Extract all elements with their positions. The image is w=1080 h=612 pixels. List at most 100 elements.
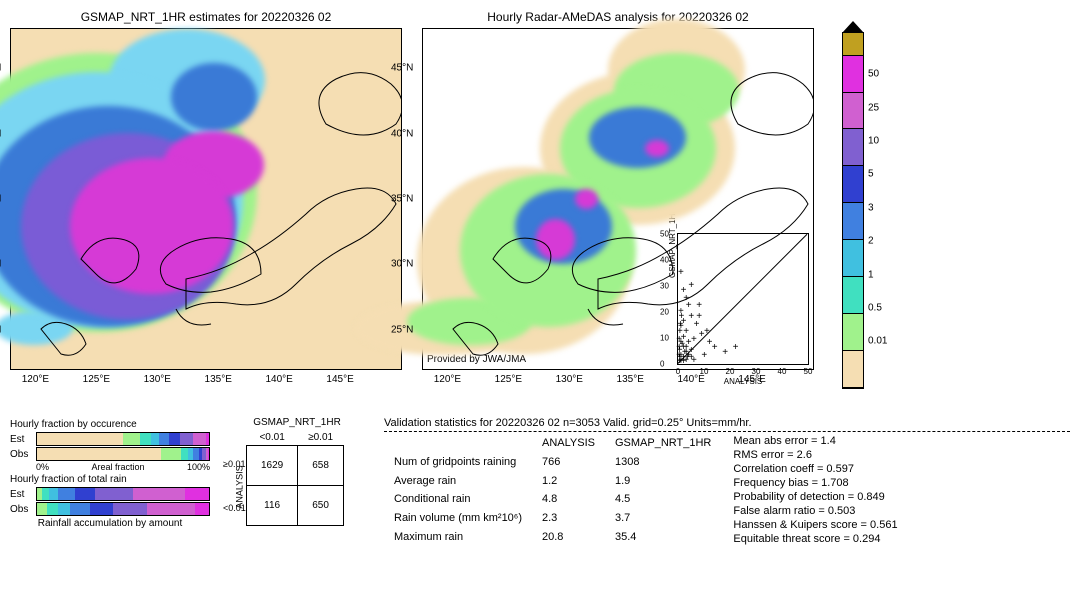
xtick-label: 140°E <box>265 374 292 385</box>
bar-segment <box>58 488 75 500</box>
xtick-label: 125°E <box>495 374 522 385</box>
bar-segment <box>42 488 49 500</box>
xtick-label: 120°E <box>434 374 461 385</box>
stats-val: 3.7 <box>605 509 721 528</box>
contingency-panel: GSMAP_NRT_1HR ANALYSIS ≥0.01 <0.01 <0.01… <box>222 417 372 546</box>
bar-segment <box>95 488 133 500</box>
colorbar-label: 2 <box>868 236 874 247</box>
stats-row: Rain volume (mm km²10⁶)2.33.7 <box>384 509 721 528</box>
colorbar: 50251053210.50.01 <box>842 32 864 389</box>
colorbar-segment <box>843 351 863 388</box>
stats-metric: Probability of detection = 0.849 <box>733 490 897 504</box>
ytick-label: 45°N <box>0 63 1 74</box>
stats-metric: Frequency bias = 1.708 <box>733 476 897 490</box>
xtick-label: 145°E <box>738 374 765 385</box>
stats-metric: Hanssen & Kuipers score = 0.561 <box>733 518 897 532</box>
colorbar-label: 10 <box>868 136 879 147</box>
bar-label-obs: Obs <box>10 449 36 460</box>
stats-row: Maximum rain20.835.4 <box>384 527 721 546</box>
bar-segment <box>37 448 161 460</box>
xtick-label: 135°E <box>205 374 232 385</box>
ct-col0: <0.01 <box>247 430 298 446</box>
radar-map-frame: Provided by JWA/JMA GSMAP_NRT_1HR ANALYS… <box>422 28 814 370</box>
colorbar-label: 0.01 <box>868 336 887 347</box>
stats-divider <box>384 431 1070 432</box>
ytick-label: 45°N <box>391 63 413 74</box>
stats-table: ANALYSIS GSMAP_NRT_1HR Num of gridpoints… <box>384 434 721 546</box>
bar-label-est: Est <box>10 434 36 445</box>
stats-val: 1.9 <box>605 471 721 490</box>
bar-row-est: Est <box>10 432 210 446</box>
colorbar-label: 1 <box>868 269 874 280</box>
ytick-label: 25°N <box>0 324 1 335</box>
radar-map-title: Hourly Radar-AMeDAS analysis for 2022032… <box>422 10 814 24</box>
stats-val: 35.4 <box>605 527 721 546</box>
colorbar-segment <box>843 129 863 166</box>
stats-row: Num of gridpoints raining7661308 <box>384 453 721 472</box>
stats-val: 4.5 <box>605 490 721 509</box>
ytick-label: 30°N <box>0 259 1 270</box>
xtick-label: 130°E <box>556 374 583 385</box>
bar-segment <box>147 503 195 515</box>
bar-segment <box>113 503 147 515</box>
stats-val: 1308 <box>605 453 721 472</box>
gsmap-map-title: GSMAP_NRT_1HR estimates for 20220326 02 <box>10 10 402 24</box>
ct-col1: ≥0.01 <box>298 430 344 446</box>
bar-segment <box>180 433 194 445</box>
bar-total-obs <box>36 502 210 516</box>
colorbar-segment <box>843 203 863 240</box>
xtick-label: 135°E <box>617 374 644 385</box>
contingency-title: GSMAP_NRT_1HR <box>222 417 372 428</box>
stats-val: 4.8 <box>532 490 605 509</box>
bar-segment <box>185 488 209 500</box>
stats-metric: False alarm ratio = 0.503 <box>733 504 897 518</box>
colorbar-label: 5 <box>868 169 874 180</box>
ct-row0: ≥0.01 <box>223 459 245 469</box>
bar-occurrence-est <box>36 432 210 446</box>
coastline <box>11 29 401 369</box>
stats-label: Average rain <box>384 471 532 490</box>
stats-label: Rain volume (mm km²10⁶) <box>384 509 532 528</box>
ct-cell: 116 <box>247 486 298 526</box>
radar-map-panel: Hourly Radar-AMeDAS analysis for 2022032… <box>422 10 814 389</box>
bar-label-est2: Est <box>10 489 36 500</box>
colorbar-arrow-icon <box>842 21 864 33</box>
scale-mid: Areal fraction <box>91 462 144 472</box>
bar-segment <box>90 503 112 515</box>
bar-row-obs: Obs <box>10 447 210 461</box>
stats-val: 20.8 <box>532 527 605 546</box>
colorbar-segment <box>843 277 863 314</box>
bar-segment <box>133 488 185 500</box>
ct-row1: <0.01 <box>223 503 246 513</box>
bar-segment <box>193 433 205 445</box>
stats-th: ANALYSIS <box>532 434 605 453</box>
bar-segment <box>161 448 182 460</box>
fraction-panel: Hourly fraction by occurence Est Obs 0% … <box>10 417 210 546</box>
ct-cell: 650 <box>298 486 344 526</box>
fraction-footer: Rainfall accumulation by amount <box>10 518 210 529</box>
ytick-label: 35°N <box>0 194 1 205</box>
fraction-occurrence-title: Hourly fraction by occurence <box>10 419 210 430</box>
colorbar-segment <box>843 56 863 93</box>
bar-segment <box>208 448 209 460</box>
stats-metric: RMS error = 2.6 <box>733 448 897 462</box>
xtick-label: 130°E <box>144 374 171 385</box>
stats-val: 1.2 <box>532 471 605 490</box>
bar-segment <box>181 448 188 460</box>
bar-segment <box>195 503 209 515</box>
stats-panel: Validation statistics for 20220326 02 n=… <box>384 417 1070 546</box>
fraction-total-title: Hourly fraction of total rain <box>10 474 210 485</box>
xtick-label: 125°E <box>83 374 110 385</box>
bar-label-obs2: Obs <box>10 504 36 515</box>
colorbar-segment <box>843 33 863 56</box>
bar-segment <box>169 433 179 445</box>
contingency-ylabel: ANALYSIS <box>235 465 245 508</box>
xtick-label: 145°E <box>326 374 353 385</box>
bar-segment <box>140 433 150 445</box>
bar-segment <box>159 433 169 445</box>
bar-occurrence-obs <box>36 447 210 461</box>
colorbar-label: 0.5 <box>868 302 882 313</box>
stats-label: Num of gridpoints raining <box>384 453 532 472</box>
colorbar-label: 3 <box>868 202 874 213</box>
stats-val: 766 <box>532 453 605 472</box>
